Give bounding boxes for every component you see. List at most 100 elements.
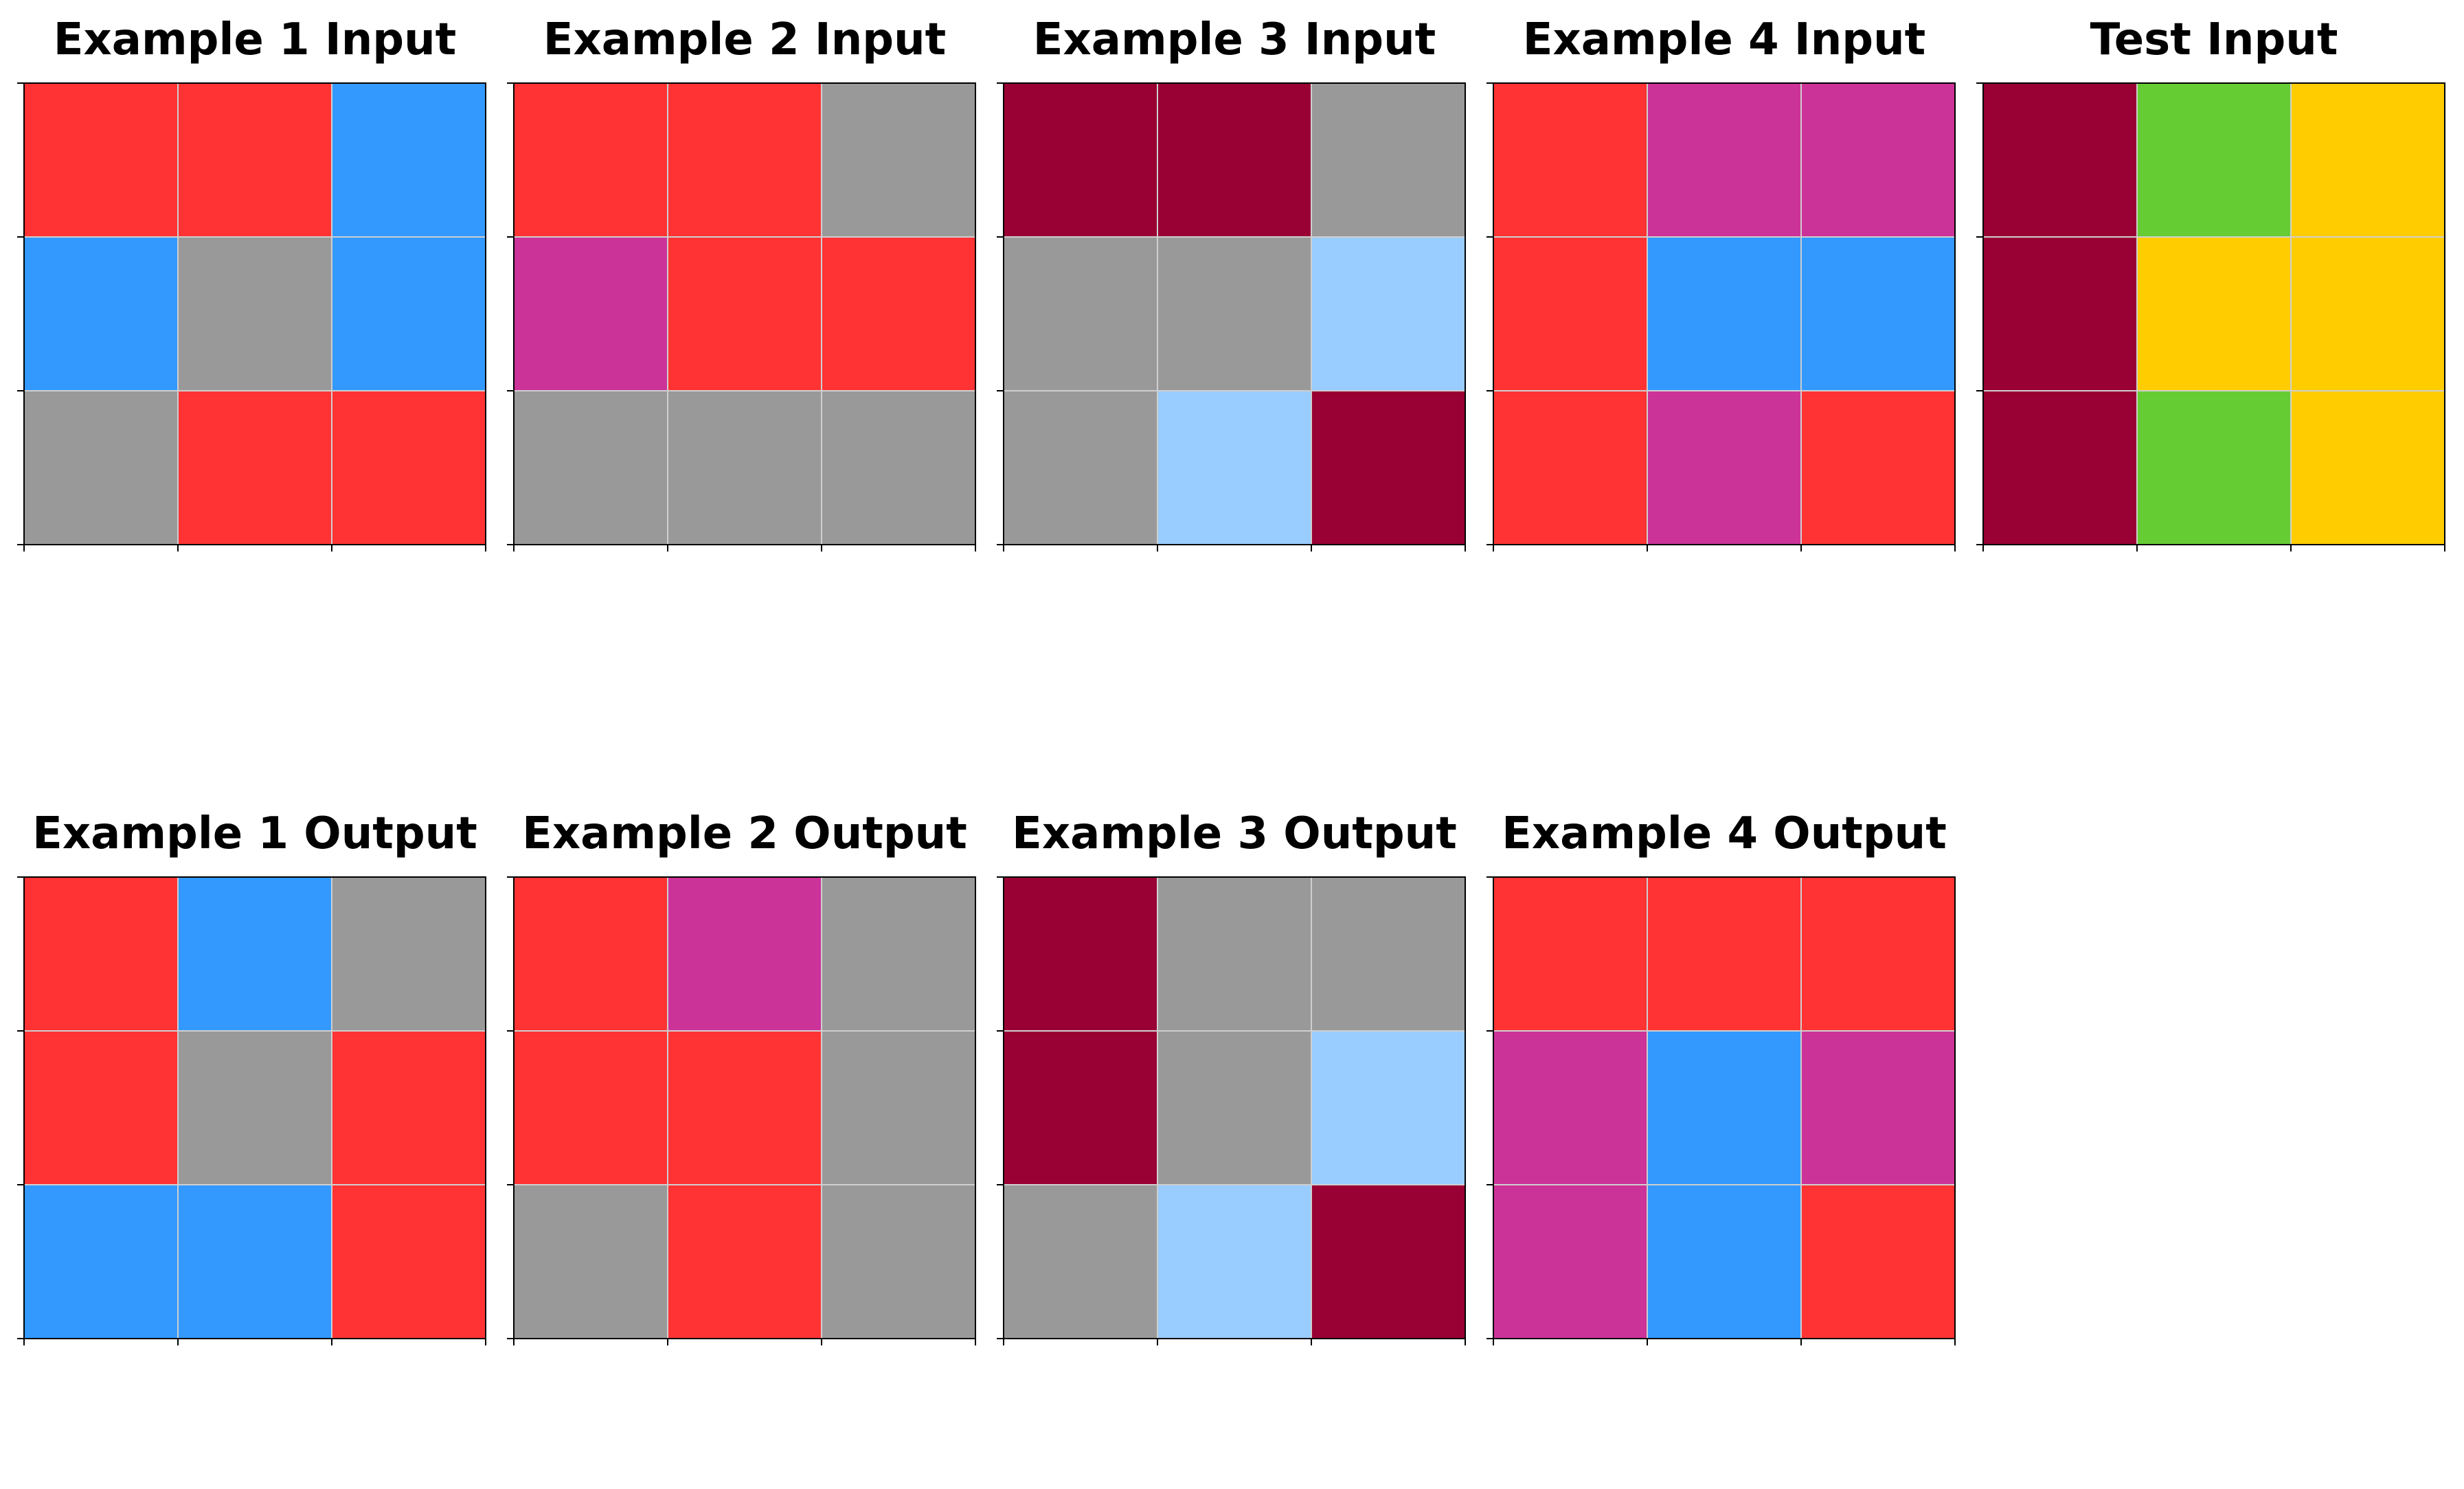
grid-cell <box>668 1185 821 1338</box>
grid-cell <box>515 1032 667 1184</box>
grid-cell <box>332 84 485 236</box>
y-tick <box>17 1338 23 1339</box>
y-tick <box>17 82 23 84</box>
grid-cell <box>1648 391 1800 544</box>
y-tick <box>1976 390 1982 391</box>
grid-cell <box>1494 391 1647 544</box>
x-tick <box>23 545 25 552</box>
grid-cell <box>2292 84 2444 236</box>
x-tick <box>1311 545 1312 552</box>
panel-title: Example 2 Input <box>543 14 947 65</box>
grid-cell <box>1984 84 2136 236</box>
grid-cell <box>668 391 821 544</box>
grid-cell <box>179 391 331 544</box>
cell-grid <box>1493 82 1956 545</box>
grid-cell <box>515 84 667 236</box>
x-tick <box>1465 545 1466 552</box>
x-tick <box>2444 545 2445 552</box>
panel-title: Example 1 Input <box>53 14 457 65</box>
cell-grid <box>1003 876 1466 1339</box>
grid-cell <box>1312 391 1465 544</box>
grid-cell <box>822 878 975 1030</box>
y-tick <box>1487 1030 1493 1032</box>
x-tick <box>1465 1339 1466 1345</box>
panel-title: Example 4 Input <box>1522 14 1926 65</box>
grid-cell <box>1494 878 1647 1030</box>
y-tick <box>507 1338 513 1339</box>
y-tick <box>17 1030 23 1032</box>
y-tick <box>1487 82 1493 84</box>
x-tick <box>513 545 515 552</box>
y-tick <box>997 544 1003 545</box>
grid-cell <box>179 878 331 1030</box>
grid-cell <box>1984 391 2136 544</box>
y-tick <box>1487 544 1493 545</box>
grid-cell <box>1158 391 1311 544</box>
y-tick <box>997 390 1003 391</box>
grid-cell <box>668 238 821 390</box>
grid-cell <box>1648 84 1800 236</box>
y-tick <box>997 236 1003 238</box>
y-tick <box>17 1184 23 1185</box>
x-tick <box>1800 545 1802 552</box>
grid-cell <box>1158 84 1311 236</box>
x-tick <box>1003 1339 1004 1345</box>
grid-cell <box>822 1185 975 1338</box>
x-tick <box>177 1339 179 1345</box>
grid-cell <box>822 1032 975 1184</box>
grid-cell <box>179 238 331 390</box>
grid-cell <box>822 391 975 544</box>
y-tick <box>507 544 513 545</box>
grid-cell <box>25 391 177 544</box>
grid-cell <box>1494 1185 1647 1338</box>
x-tick <box>1647 545 1648 552</box>
grid-cell <box>1802 1185 1954 1338</box>
cell-grid <box>513 876 976 1339</box>
panel-title: Example 3 Input <box>1032 14 1436 65</box>
grid-cell <box>179 84 331 236</box>
grid-cell <box>1004 1032 1157 1184</box>
y-tick <box>997 82 1003 84</box>
grid-cell <box>1158 238 1311 390</box>
grid-cell <box>25 878 177 1030</box>
grid-cell <box>1648 238 1800 390</box>
x-tick <box>1954 1339 1956 1345</box>
x-tick <box>1493 545 1494 552</box>
x-tick <box>177 545 179 552</box>
x-tick <box>1311 1339 1312 1345</box>
x-tick <box>1982 545 1984 552</box>
x-tick <box>2290 545 2292 552</box>
y-tick <box>1487 1338 1493 1339</box>
grid-cell <box>515 1185 667 1338</box>
cell-grid <box>513 82 976 545</box>
x-tick <box>667 1339 668 1345</box>
grid-cell <box>1158 1032 1311 1184</box>
grid-cell <box>1648 1032 1800 1184</box>
grid-cell <box>1984 238 2136 390</box>
grid-cell <box>1004 878 1157 1030</box>
grid-cell <box>1648 878 1800 1030</box>
grid-cell <box>179 1185 331 1338</box>
y-tick <box>1487 876 1493 878</box>
cell-grid <box>23 82 486 545</box>
x-tick <box>1003 545 1004 552</box>
y-tick <box>507 82 513 84</box>
grid-cell <box>515 391 667 544</box>
x-tick <box>667 545 668 552</box>
grid-cell <box>1648 1185 1800 1338</box>
panel-title: Example 1 Output <box>32 808 477 859</box>
panel-title: Example 3 Output <box>1012 808 1457 859</box>
y-tick <box>997 1338 1003 1339</box>
grid-cell <box>2138 238 2290 390</box>
grid-cell <box>1312 1032 1465 1184</box>
y-tick <box>17 544 23 545</box>
y-tick <box>17 390 23 391</box>
grid-cell <box>668 84 821 236</box>
grid-cell <box>2138 391 2290 544</box>
x-tick <box>1800 1339 1802 1345</box>
grid-cell <box>1312 1185 1465 1338</box>
y-tick <box>1487 1184 1493 1185</box>
grid-cell <box>1802 238 1954 390</box>
grid-cell <box>1802 878 1954 1030</box>
x-tick <box>1954 545 1956 552</box>
